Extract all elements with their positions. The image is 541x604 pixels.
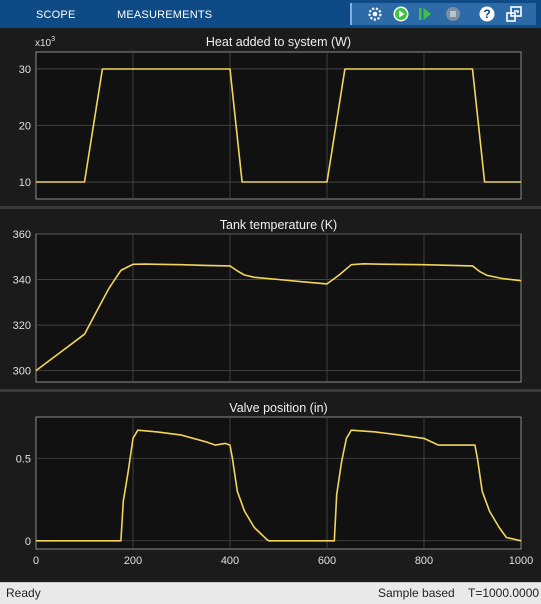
- axis-multiplier-exponent: 3: [51, 34, 55, 43]
- plot-title-valve: Valve position (in): [229, 401, 327, 415]
- series-line-valve: [36, 429, 522, 542]
- series-line-temperature: [35, 262, 522, 372]
- x-tick-label: 1000: [509, 555, 533, 567]
- y-tick-label: 20: [19, 121, 31, 133]
- undock-icon[interactable]: [505, 5, 523, 23]
- tab-measurements[interactable]: MEASUREMENTS: [117, 9, 213, 21]
- x-tick-label: 400: [221, 555, 239, 567]
- help-icon[interactable]: ?: [478, 5, 496, 23]
- stop-icon[interactable]: [444, 5, 462, 23]
- series-line-heat: [36, 68, 521, 183]
- y-tick-label: 300: [13, 366, 31, 378]
- panel-separator: [0, 206, 541, 209]
- y-tick-label: 0.5: [16, 453, 31, 465]
- x-tick-label: 0: [33, 555, 39, 567]
- plot-title-temperature: Tank temperature (K): [220, 218, 337, 232]
- run-icon[interactable]: [392, 5, 410, 23]
- toolstrip: ?: [350, 3, 536, 25]
- scope-plots: 10 20 30 Heat added to system (W) x10 3 300 320…: [0, 34, 541, 567]
- y-tick-label: 340: [13, 275, 31, 287]
- panel-separator: [0, 389, 541, 392]
- y-tick-label: 0: [25, 536, 31, 548]
- tab-scope[interactable]: SCOPE: [36, 9, 76, 21]
- y-tick-label: 30: [19, 64, 31, 76]
- scope-plot-area: 10 20 30 Heat added to system (W) x10 3 300 320…: [0, 28, 541, 582]
- axes-temperature: [35, 233, 522, 383]
- y-tick-label: 10: [19, 177, 31, 189]
- status-ready: Ready: [6, 586, 41, 600]
- x-tick-label: 800: [415, 555, 433, 567]
- y-tick-label: 360: [13, 229, 31, 241]
- plot-title-heat: Heat added to system (W): [206, 35, 351, 49]
- axis-multiplier: x10: [35, 38, 52, 49]
- status-bar: Ready Sample based T=1000.0000: [0, 582, 541, 604]
- x-tick-label: 200: [124, 555, 142, 567]
- step-forward-icon[interactable]: [416, 5, 434, 23]
- x-tick-label: 600: [318, 555, 336, 567]
- settings-icon[interactable]: [366, 5, 384, 23]
- svg-text:?: ?: [483, 7, 490, 21]
- toolbar: SCOPE MEASUREMENTS: [0, 0, 541, 28]
- status-time: T=1000.0000: [468, 586, 540, 600]
- status-mode: Sample based: [378, 586, 455, 600]
- axes-valve: [35, 416, 522, 550]
- y-tick-label: 320: [13, 320, 31, 332]
